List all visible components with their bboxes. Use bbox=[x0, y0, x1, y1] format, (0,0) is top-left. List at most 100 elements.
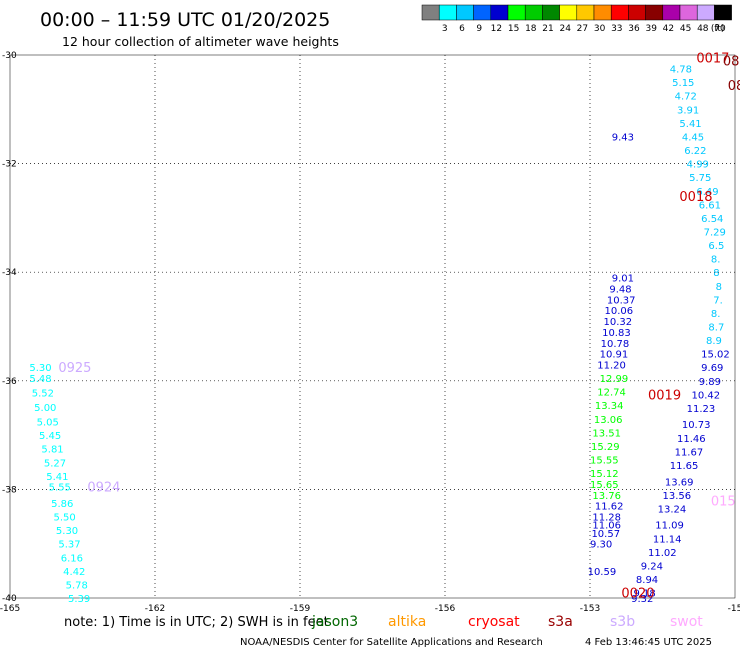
colorbar-tick-label: 21 bbox=[542, 24, 553, 34]
colorbar-swatch bbox=[473, 4, 492, 21]
wave-height-label: 9.30 bbox=[590, 540, 612, 551]
wave-height-label: 5.81 bbox=[41, 445, 63, 456]
colorbar-swatch bbox=[438, 4, 457, 21]
x-tick-label: -15 bbox=[728, 604, 740, 614]
wave-height-label: 5.39 bbox=[68, 594, 90, 605]
wave-height-label: 6.54 bbox=[701, 214, 723, 225]
chart-subtitle: 12 hour collection of altimeter wave hei… bbox=[62, 34, 339, 49]
colorbar-swatch bbox=[456, 4, 474, 21]
colorbar-swatch bbox=[662, 4, 681, 21]
wave-height-label: 11.28 bbox=[592, 513, 621, 524]
wave-height-label: 9.48 bbox=[609, 284, 631, 295]
wave-height-label: 13.24 bbox=[658, 504, 687, 515]
wave-height-label: 13.51 bbox=[592, 428, 621, 439]
wave-height-label: 10.91 bbox=[600, 350, 629, 361]
wave-height-label: 5.55 bbox=[49, 483, 71, 494]
wave-height-label: 5.48 bbox=[29, 374, 51, 385]
axis-ticks: -165 -162 -159 -156 -153 -15 -30 -32 -34 -36 -38 -4… bbox=[0, 51, 740, 614]
time-label: 0020 bbox=[621, 587, 654, 602]
wave-height-label: 5.41 bbox=[679, 119, 701, 130]
plot-area: -165 -162 -159 -156 -153 -15 -30 -32 -34 -36 -38 -4… bbox=[0, 51, 740, 614]
wave-height-label: 6.61 bbox=[699, 200, 721, 211]
wave-height-label: 15.29 bbox=[591, 442, 620, 453]
wave-height-label: 11.67 bbox=[675, 447, 704, 458]
data-points: 5.305.485.525.005.055.455.815.275.415.55… bbox=[29, 65, 729, 605]
time-labels: 0925 0924 0017082 083 0018 0019 0020 015 bbox=[58, 52, 740, 602]
time-label: 0018 bbox=[679, 190, 712, 205]
wave-height-label: 4.99 bbox=[687, 160, 709, 171]
wave-height-label: 5.05 bbox=[37, 418, 59, 429]
satellite-legend-item: cryosat bbox=[468, 614, 520, 630]
wave-height-label: 10.32 bbox=[604, 317, 633, 328]
wave-height-label: 10.57 bbox=[591, 529, 620, 540]
wave-height-label: 13.56 bbox=[663, 491, 692, 502]
colorbar-tick-label: 12 bbox=[491, 24, 502, 34]
colorbar-swatch bbox=[696, 4, 715, 21]
satellite-legend: jason3 altika cryosat s3a s3b swot bbox=[311, 614, 703, 630]
wave-height-label: 11.65 bbox=[670, 461, 699, 472]
time-label: 082 bbox=[723, 54, 740, 69]
wave-height-label: 4.45 bbox=[682, 132, 704, 143]
satellite-legend-item: s3b bbox=[610, 614, 635, 630]
wave-height-label: 9.24 bbox=[641, 561, 663, 572]
wave-height-label: 8. bbox=[711, 255, 721, 266]
wave-height-label: 9.43 bbox=[612, 132, 634, 143]
wave-height-label: 15.65 bbox=[590, 480, 619, 491]
wave-height-label: 6.22 bbox=[684, 146, 706, 157]
colorbar-swatch bbox=[714, 4, 732, 21]
time-label: 0017 bbox=[696, 52, 729, 67]
colorbar-tick-label: 15 bbox=[508, 24, 519, 34]
colorbar-tick-label: 27 bbox=[577, 24, 588, 34]
wave-height-label: 10.83 bbox=[602, 328, 631, 339]
satellite-legend-item: s3a bbox=[548, 614, 573, 630]
colorbar-tick-label: 45 bbox=[680, 24, 691, 34]
time-label: 083 bbox=[728, 79, 740, 94]
colorbar-swatch bbox=[610, 4, 629, 21]
wave-height-label: 12.99 bbox=[600, 374, 629, 385]
x-tick-label: -165 bbox=[0, 604, 20, 614]
wave-height-label: 15.02 bbox=[701, 350, 730, 361]
x-tick-label: -156 bbox=[435, 604, 456, 614]
wave-height-label: 9.18 bbox=[634, 589, 656, 600]
wave-height-label: 15.12 bbox=[590, 469, 619, 480]
colorbar-swatch bbox=[559, 4, 578, 21]
plot-frame bbox=[9, 54, 736, 599]
y-tick-label: -34 bbox=[2, 268, 17, 278]
wave-height-label: 10.73 bbox=[682, 420, 711, 431]
wave-height-label: 11.46 bbox=[677, 434, 706, 445]
y-tick-label: -40 bbox=[2, 594, 17, 604]
wave-height-label: 9.69 bbox=[701, 363, 723, 374]
colorbar-tick-label: 48 bbox=[697, 24, 709, 34]
x-tick-label: -153 bbox=[580, 604, 600, 614]
wave-height-label: 7.29 bbox=[704, 227, 726, 238]
colorbar-tick-label: 42 bbox=[663, 24, 674, 34]
wave-height-label: 9.32 bbox=[631, 594, 653, 605]
wave-height-label: 11.14 bbox=[653, 534, 682, 545]
wave-height-label: 5.41 bbox=[46, 472, 68, 483]
time-label: 015 bbox=[711, 494, 736, 509]
wave-height-label: 6.5 bbox=[708, 241, 724, 252]
colorbar-tick-label: 36 bbox=[628, 24, 640, 34]
colorbar-swatch bbox=[524, 4, 543, 21]
footer-note: note: 1) Time is in UTC; 2) SWH is in fe… bbox=[64, 615, 329, 630]
wave-height-label: 15.55 bbox=[590, 456, 619, 467]
wave-height-label: 11.20 bbox=[597, 361, 626, 372]
wave-height-label: 4.78 bbox=[670, 65, 692, 76]
colorbar-tick-label: 6 bbox=[459, 24, 465, 34]
colorbar-tick-label: 39 bbox=[645, 24, 657, 34]
wave-height-label: 6.49 bbox=[696, 187, 718, 198]
colorbar-swatch bbox=[628, 4, 646, 21]
wave-height-label: 12.74 bbox=[597, 388, 626, 399]
wave-height-label: 11.09 bbox=[655, 521, 684, 532]
wave-height-label: 11.62 bbox=[595, 502, 624, 513]
wave-height-label: 10.42 bbox=[692, 390, 721, 401]
satellite-legend-item: jason3 bbox=[311, 614, 358, 630]
wave-height-label: 5.00 bbox=[34, 403, 56, 414]
wave-height-label: 4.72 bbox=[675, 92, 697, 103]
footer-timestamp: 4 Feb 13:46:45 UTC 2025 bbox=[585, 637, 712, 648]
wave-height-label: 9.01 bbox=[612, 274, 634, 285]
wave-height-label: 10.78 bbox=[601, 339, 630, 350]
colorbar-swatch bbox=[645, 4, 664, 21]
wave-height-label: 8.7 bbox=[708, 323, 724, 334]
wave-height-label: 5.27 bbox=[44, 458, 66, 469]
